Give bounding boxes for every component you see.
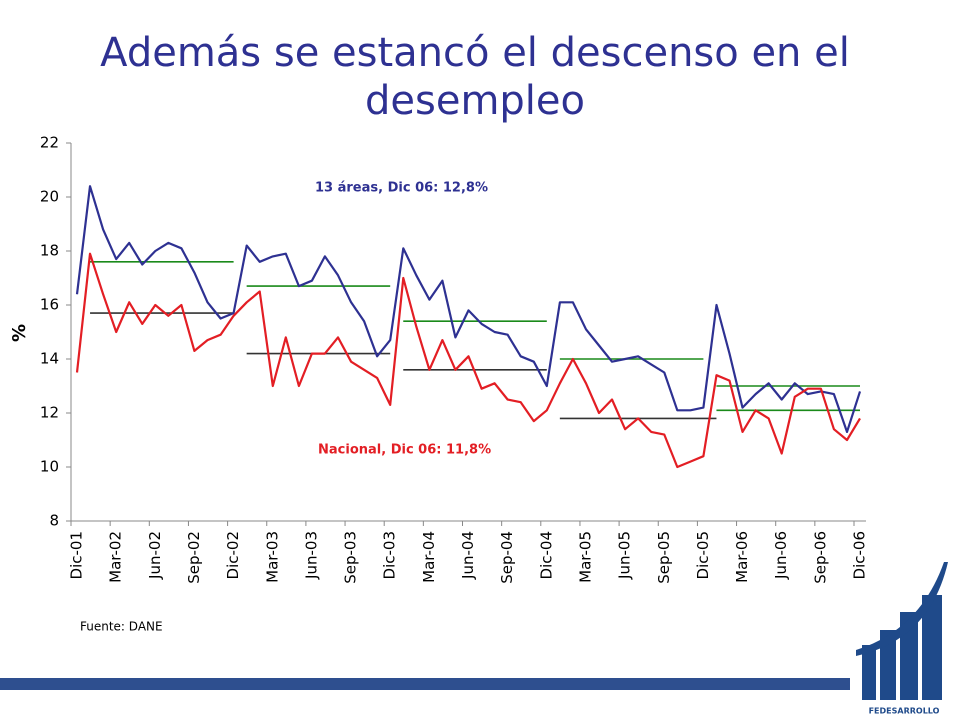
x-tick-label: Jun-05 [616, 531, 634, 580]
annotation: 13 áreas, Dic 06: 12,8% [315, 181, 488, 196]
x-tick-label: Dic-04 [537, 531, 555, 579]
logo-text: FEDESARROLLO [869, 707, 940, 716]
x-tick-label: Dic-01 [68, 531, 86, 579]
x-tick-label: Sep-06 [811, 531, 829, 584]
y-tick-label: 12 [40, 404, 59, 422]
x-tick-label: Dic-05 [694, 531, 712, 579]
x-tick-label: Jun-06 [772, 531, 790, 580]
x-tick-label: Sep-02 [185, 531, 203, 584]
x-tick-label: Mar-05 [576, 531, 594, 583]
x-tick-label: Mar-02 [107, 531, 125, 583]
x-tick-label: Dic-02 [224, 531, 242, 579]
y-tick-label: 14 [40, 350, 59, 368]
y-tick-label: 8 [49, 512, 59, 530]
x-tick-label: Jun-02 [146, 531, 164, 580]
x-tick-label: Jun-04 [459, 531, 477, 580]
x-tick-label: Mar-04 [420, 531, 438, 583]
x-tick-label: Dic-03 [381, 531, 399, 579]
x-tick-label: Mar-03 [263, 531, 281, 583]
annotation: Nacional, Dic 06: 11,8% [318, 443, 491, 458]
y-tick-label: 22 [40, 134, 59, 152]
x-tick-label: Mar-06 [733, 531, 751, 583]
x-tick-label: Sep-03 [342, 531, 360, 584]
title: Además se estancó el descenso en el [100, 30, 850, 76]
x-tick-label: Sep-05 [655, 531, 673, 584]
logo [856, 562, 948, 700]
source: Fuente: DANE [80, 620, 163, 634]
footer-band [0, 678, 850, 690]
y-tick-label: 16 [40, 296, 59, 314]
title-line: Además se estancó el descenso en el desem… [100, 30, 850, 124]
series-line [75, 252, 861, 469]
x-tick-label: Jun-03 [302, 531, 320, 580]
x-tick-label: Dic-06 [851, 531, 869, 579]
y-tick-label: 10 [40, 458, 59, 476]
series-line [75, 185, 862, 433]
y-label: % [9, 324, 30, 342]
y-tick-label: 18 [40, 242, 59, 260]
x-tick-label: Sep-04 [498, 531, 516, 584]
title: desempleo [365, 78, 585, 124]
y-tick-label: 20 [40, 188, 59, 206]
